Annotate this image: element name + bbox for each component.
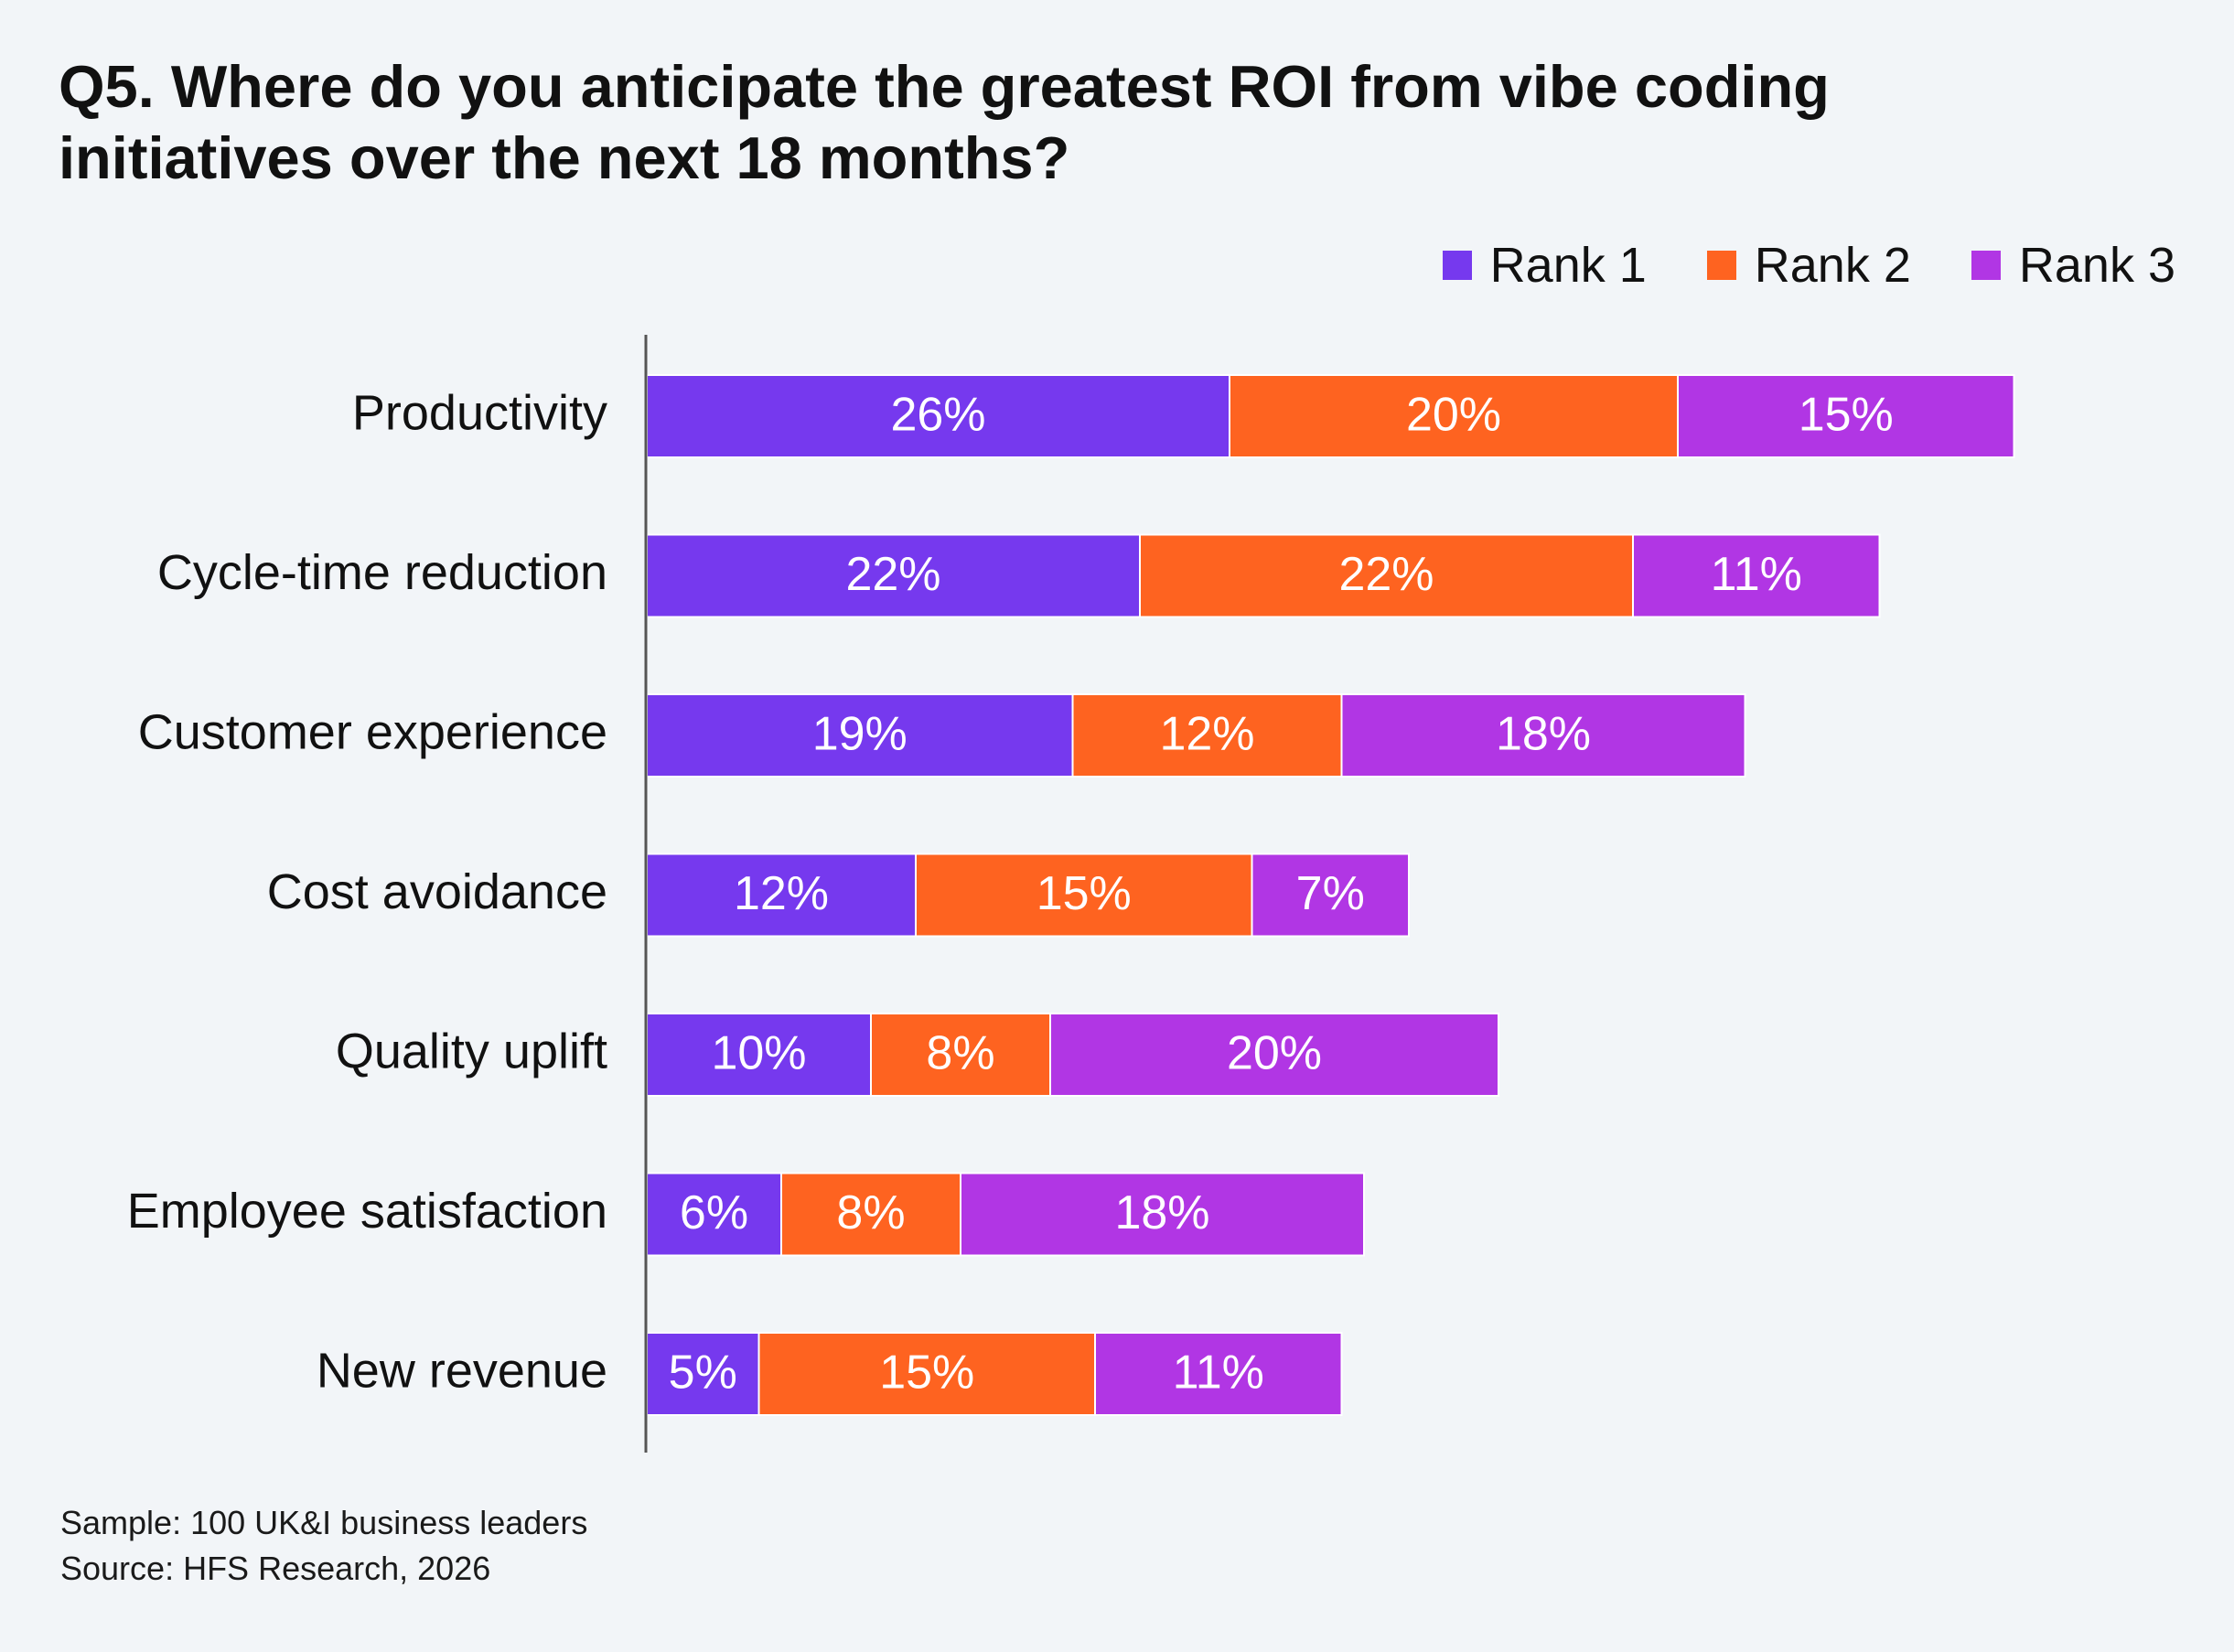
legend-swatch [1442,251,1472,280]
data-label: 12% [1159,708,1254,761]
bar-segment-rank-1 [646,374,1230,458]
bar-segment-rank-2 [1229,374,1679,458]
bar-segment-rank-3 [1251,853,1410,938]
legend-swatch [1971,251,2001,280]
legend-item-rank-1: Rank 1 [1442,236,1647,295]
bar-segment-rank-1 [646,1013,872,1097]
legend-label: Rank 3 [2018,238,2175,293]
data-label: 7% [1296,867,1365,920]
data-label: 15% [1036,867,1132,920]
category-label: New revenue [317,1343,607,1398]
data-label: 5% [669,1346,737,1400]
footer: Sample: 100 UK&I business leaders Source… [60,1500,587,1592]
legend-label: Rank 1 [1489,238,1647,293]
category-label: Cycle-time reduction [157,545,607,600]
bar-segment-rank-2 [780,1172,961,1257]
bar-segment-rank-3 [1049,1013,1499,1097]
data-label: 26% [890,389,985,442]
bar-segment-rank-3 [1340,693,1746,778]
data-label: 8% [926,1027,994,1080]
data-label: 15% [1799,389,1894,442]
bar-segment-rank-1 [646,533,1141,618]
category-label: Employee satisfaction [127,1184,607,1239]
bar-segment-rank-3 [1632,533,1881,618]
data-label: 20% [1406,389,1501,442]
bar-segment-rank-3 [1677,374,2015,458]
bar-chart: Productivity 26% 20% 15% Cycle-time reductio… [127,335,2015,1453]
data-label: 6% [680,1186,748,1239]
bar-segment-rank-1 [646,853,917,938]
legend: Rank 1 Rank 2 Rank 3 [1382,236,2175,295]
data-label: 18% [1114,1186,1209,1239]
bar-segment-rank-1 [646,693,1074,778]
bar-segment-rank-2 [1071,693,1343,778]
data-label: 22% [1338,548,1434,601]
category-label: Quality uplift [336,1024,607,1078]
data-label: 11% [1711,548,1802,601]
bar-segment-rank-2 [915,853,1253,938]
chart-title: Q5. Where do you anticipate the greatest… [59,53,1830,191]
category-label: Customer experience [138,704,607,759]
legend-item-rank-2: Rank 2 [1706,236,1911,295]
data-label: 8% [836,1186,905,1239]
data-label: 19% [812,708,908,761]
data-label: 11% [1173,1346,1264,1400]
source-note: Source: HFS Research, 2026 [60,1550,491,1587]
bar-segment-rank-3 [1094,1332,1343,1416]
bar-segment-rank-1 [646,1332,760,1416]
data-label: 12% [734,867,829,920]
legend-swatch [1706,251,1736,280]
data-label: 20% [1227,1027,1322,1080]
legend-item-rank-3: Rank 3 [1971,236,2175,295]
data-label: 18% [1496,708,1591,761]
bar-segment-rank-2 [870,1013,1051,1097]
bar-segment-rank-3 [960,1172,1365,1257]
data-label: 15% [879,1346,974,1400]
legend-label: Rank 2 [1754,238,1911,293]
category-label: Productivity [352,385,607,440]
data-label: 22% [845,548,940,601]
bar-segment-rank-1 [646,1172,782,1257]
sample-note: Sample: 100 UK&I business leaders [60,1504,588,1541]
data-label: 10% [711,1027,806,1080]
category-label: Cost avoidance [267,864,607,919]
bar-segment-rank-2 [757,1332,1096,1416]
